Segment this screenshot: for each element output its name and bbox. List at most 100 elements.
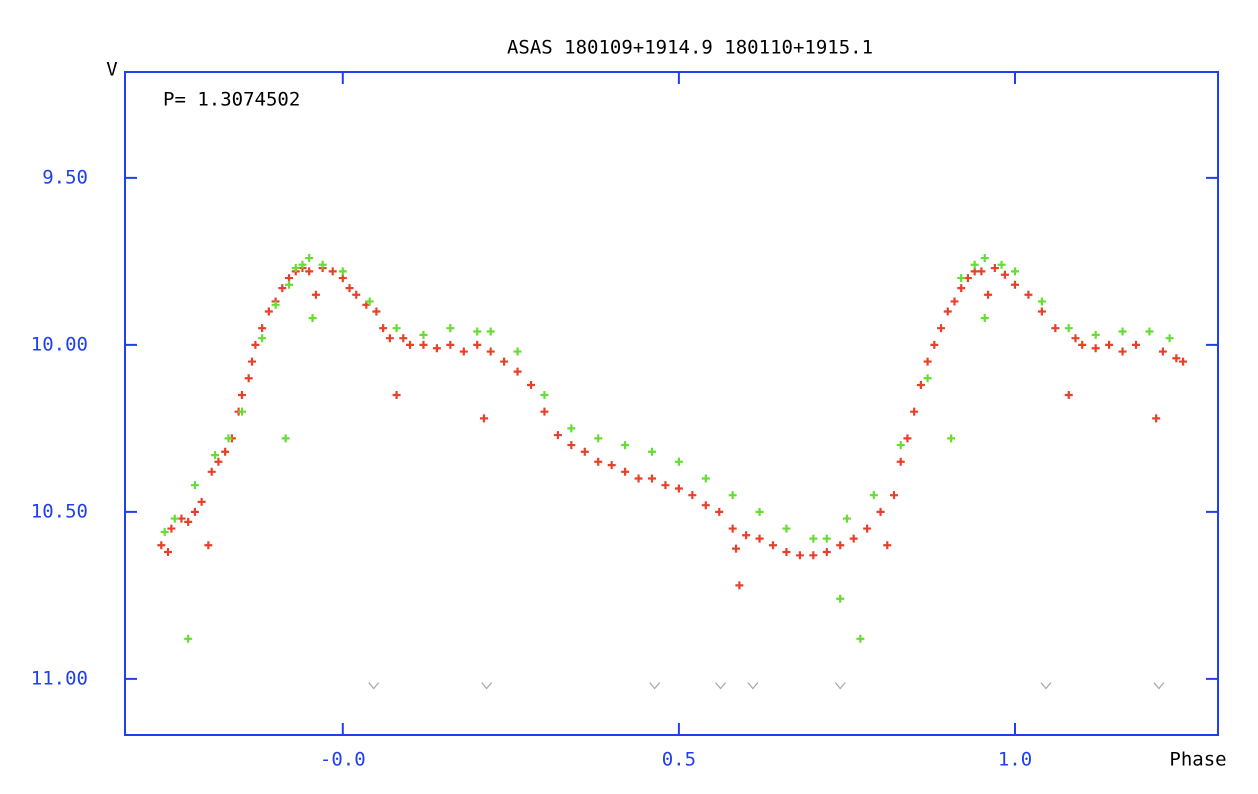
data-point [1118,347,1127,356]
data-point [473,340,482,349]
data-point [486,347,495,356]
data-point [1145,327,1154,336]
data-point [1078,340,1087,349]
data-point [459,347,468,356]
data-point [352,290,361,299]
data-point [221,447,230,456]
data-point [715,507,724,516]
data-point [896,457,905,466]
y-tick-label: 10.00 [31,333,88,355]
data-point [943,307,952,316]
upper-limit-point [368,682,380,690]
data-point [963,274,972,283]
y-tick-label: 11.00 [31,667,88,689]
data-point [248,357,257,366]
data-point [674,457,683,466]
data-point [910,407,919,416]
data-point [527,380,536,389]
data-point [822,547,831,556]
data-point [869,491,878,500]
data-point [251,340,260,349]
data-point [271,300,280,309]
data-point [237,390,246,399]
data-point [980,254,989,263]
data-point [822,534,831,543]
data-point [473,327,482,336]
data-point [607,461,616,470]
data-point [305,267,314,276]
data-point [419,340,428,349]
data-point [207,467,216,476]
data-point [190,481,199,490]
data-point [970,267,979,276]
data-point [728,524,737,533]
data-point [1172,354,1181,363]
data-point [1091,330,1100,339]
upper-limit-point [649,682,661,690]
data-point [1165,334,1174,343]
data-point [170,514,179,523]
data-point [957,284,966,293]
data-point [1105,340,1114,349]
data-point [486,327,495,336]
data-point [281,434,290,443]
data-point [1037,297,1046,306]
data-point [903,434,912,443]
data-point [769,541,778,550]
data-point [553,431,562,440]
data-point [916,380,925,389]
data-point [318,260,327,269]
data-point [1011,267,1019,276]
x-axis-label: Phase [1169,749,1226,771]
data-point [258,334,267,343]
data-point [308,314,317,323]
data-point [406,340,415,349]
data-point [264,307,273,316]
upper-limit-point [834,682,846,690]
data-point [876,507,885,516]
upper-limit-point [715,682,727,690]
data-point [674,484,683,493]
x-tick-label: -0.0 [320,749,366,771]
data-point [980,314,989,323]
data-point [836,541,845,550]
upper-limit-point [1153,682,1165,690]
data-point [984,290,993,299]
data-point [809,534,818,543]
data-point [291,264,300,273]
y-tick-label: 10.50 [31,500,88,522]
data-point [923,357,932,366]
upper-limit-point [747,682,759,690]
data-point [1011,280,1019,289]
data-point [338,267,347,276]
data-point [285,280,294,289]
data-point [285,274,294,283]
data-point [782,524,791,533]
data-point [1071,334,1080,343]
upper-limit-point [481,682,493,690]
y-tick-label: 9.50 [42,166,88,188]
data-point [923,374,932,383]
period-annotation: P= 1.3074502 [163,89,300,111]
data-point [184,634,193,643]
data-point [1000,270,1009,279]
data-point [997,260,1006,269]
data-point [338,274,347,283]
data-point [950,297,959,306]
data-point [732,544,741,553]
data-point [937,324,946,333]
data-point [1152,414,1161,423]
data-point [204,541,213,550]
data-point [842,514,851,523]
data-point [1118,327,1127,336]
data-point [863,524,872,533]
data-point [157,541,166,550]
data-point [728,491,737,500]
x-tick-label: 0.5 [662,749,696,771]
data-point [990,264,999,273]
data-point [385,334,394,343]
upper-limit-point [1040,682,1052,690]
data-point [311,290,320,299]
